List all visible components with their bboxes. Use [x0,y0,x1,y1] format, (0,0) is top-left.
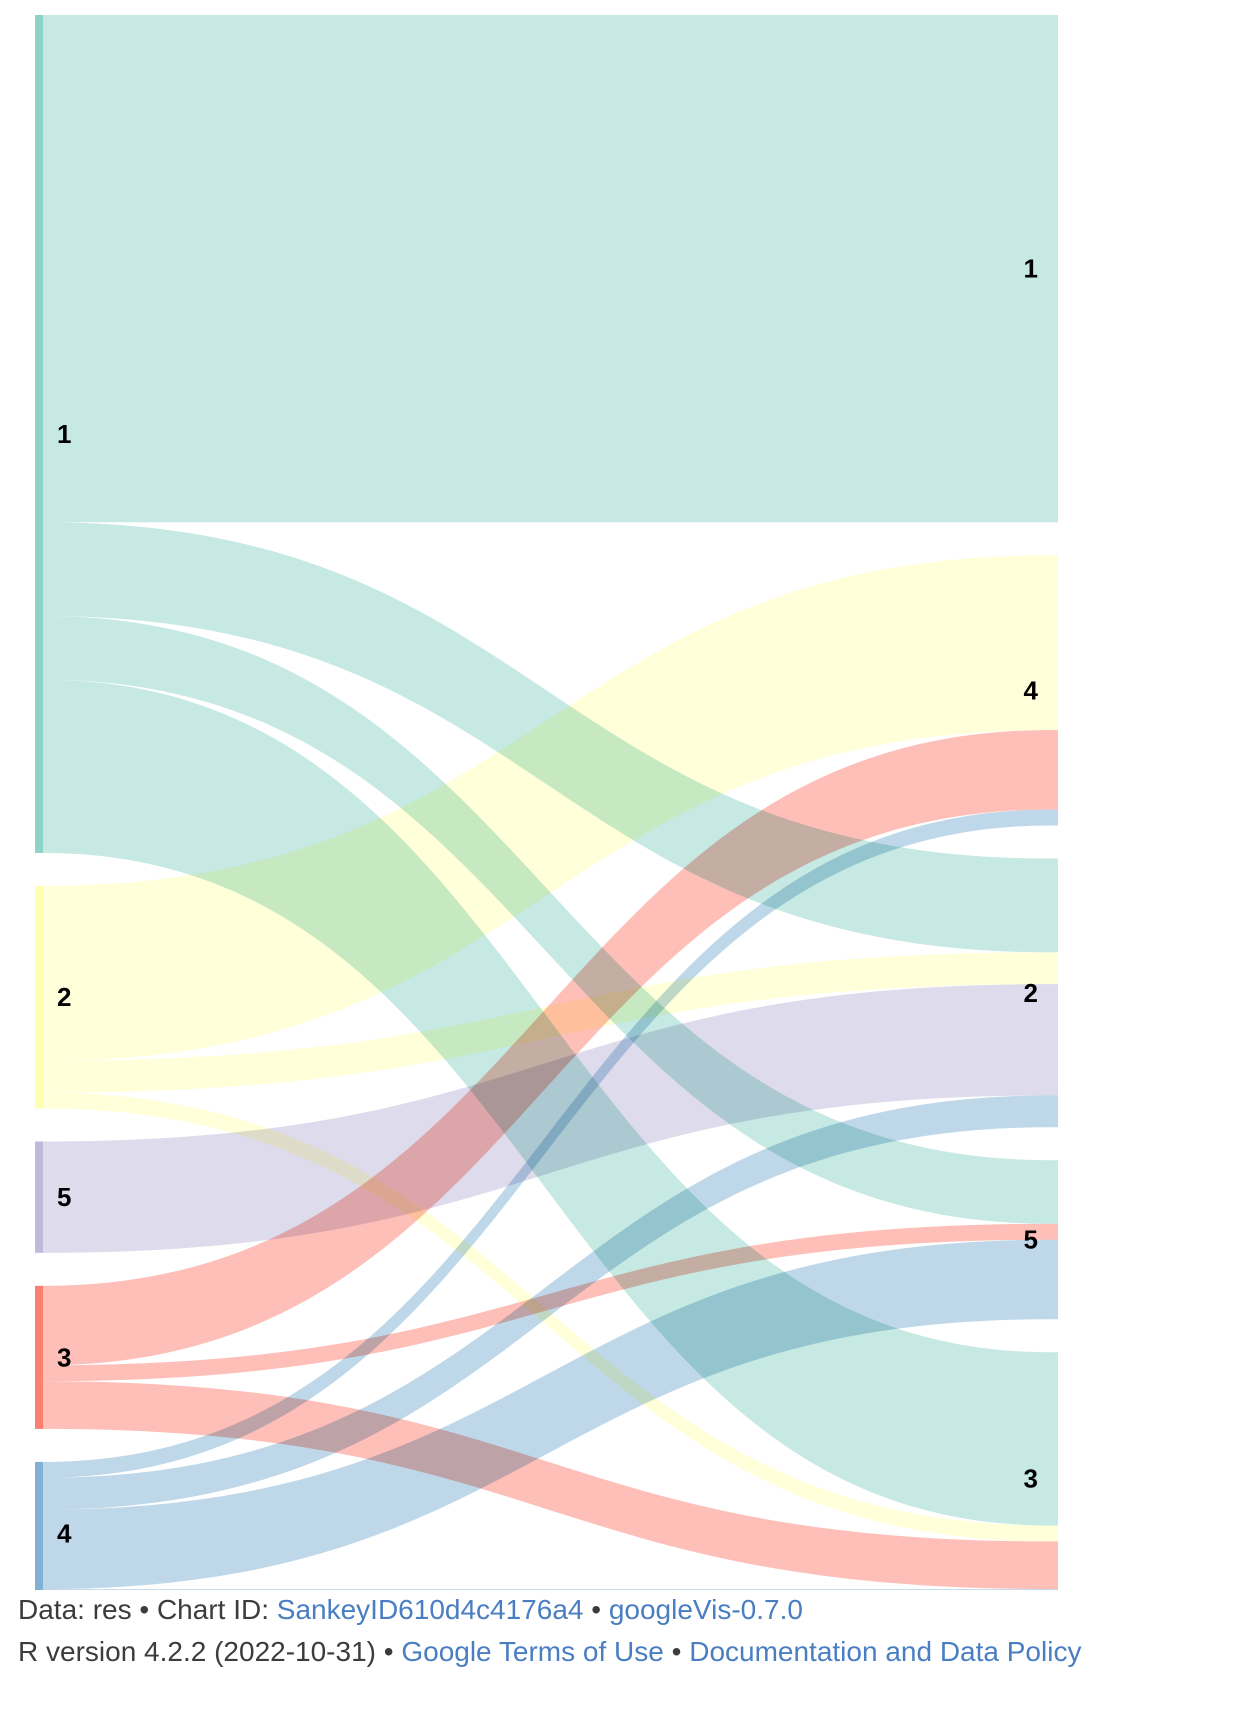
sankey-node-labels: 1 2 5 3 4 1 4 2 5 3 [57,254,1039,1549]
right-node-label-3: 3 [1024,1464,1038,1494]
left-node-bar-5[interactable] [35,1141,43,1253]
right-node-bar-5-segment[interactable] [1050,1223,1058,1240]
right-node-label-5: 5 [1024,1225,1038,1255]
footer-line-1: Data: res • Chart ID: SankeyID610d4c4176… [18,1594,803,1626]
right-node-bar-3-segment[interactable] [1050,1352,1058,1526]
footer-line-2: R version 4.2.2 (2022-10-31) • Google Te… [18,1636,1081,1668]
right-node-bar-4-segment[interactable] [1050,809,1058,826]
left-node-bar-4[interactable] [35,1461,43,1590]
flow-2-to-4[interactable] [43,555,1050,1061]
footer-separator: • [663,1636,690,1667]
right-node-bar-3-segment[interactable] [1050,1589,1058,1590]
left-node-label-1: 1 [57,419,71,449]
right-node-bar-1-segment[interactable] [1050,15,1058,523]
right-node-label-4: 4 [1024,675,1039,705]
sankey-chart: 1 2 5 3 4 1 4 2 5 3 [35,15,1058,1590]
right-node-bar-4-segment[interactable] [1050,730,1058,810]
flow-4-to-2[interactable] [43,1095,1050,1510]
data-policy-link[interactable]: Documentation and Data Policy [689,1636,1082,1667]
left-node-label-5: 5 [57,1182,71,1212]
google-terms-link[interactable]: Google Terms of Use [401,1636,664,1667]
flow-4-to-3[interactable] [43,1589,1050,1590]
left-node-bar-1[interactable] [35,15,43,853]
footer-r-version: R version 4.2.2 (2022-10-31) • [18,1636,402,1667]
left-node-label-4: 4 [57,1518,72,1548]
chart-id-link[interactable]: SankeyID610d4c4176a4 [276,1594,584,1625]
right-node-bar-5-segment[interactable] [1050,1239,1058,1320]
right-node-bar-4-segment[interactable] [1050,555,1058,731]
right-node-bar-2-segment[interactable] [1050,1095,1058,1128]
flow-5-to-2[interactable] [43,984,1050,1253]
right-node-bar-2-segment[interactable] [1050,858,1058,953]
flow-3-to-3[interactable] [43,1381,1050,1590]
footer-data-source: Data: res • Chart ID: [18,1594,277,1625]
left-node-label-3: 3 [57,1342,71,1372]
left-node-label-2: 2 [57,982,71,1012]
flow-1-to-1[interactable] [43,15,1050,523]
right-node-bar-5-segment[interactable] [1050,1160,1058,1224]
right-node-label-1: 1 [1024,254,1038,284]
left-node-bar-2[interactable] [35,885,43,1109]
sankey-flows [43,15,1050,1590]
footer-separator: • [583,1594,609,1625]
flow-3-to-4[interactable] [43,730,1050,1366]
flow-4-to-5[interactable] [43,1239,1050,1590]
right-node-bar-2-segment[interactable] [1050,952,1058,985]
sankey-node-bars [35,15,1058,1590]
right-node-bar-3-segment[interactable] [1050,1525,1058,1542]
right-node-label-2: 2 [1024,978,1038,1008]
flow-1-to-5[interactable] [43,616,1050,1224]
right-node-bar-2-segment[interactable] [1050,984,1058,1096]
flow-4-to-4[interactable] [43,809,1050,1478]
right-node-bar-3-segment[interactable] [1050,1541,1058,1590]
googlevis-version-link[interactable]: googleVis-0.7.0 [608,1594,803,1625]
left-node-bar-3[interactable] [35,1285,43,1429]
